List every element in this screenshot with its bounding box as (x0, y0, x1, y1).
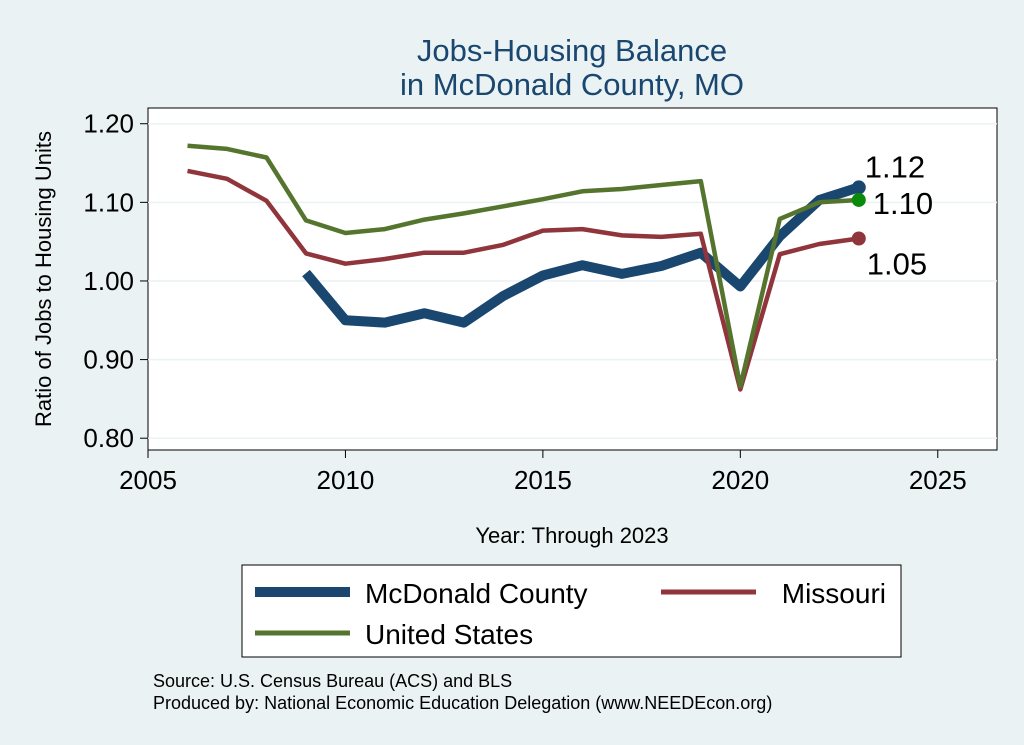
legend-box (241, 564, 902, 658)
plot-area (147, 107, 998, 451)
series-line-united-states (187, 143, 859, 389)
series-lines (187, 143, 861, 392)
produced-by-note: Produced by: National Economic Education… (153, 693, 772, 713)
end-marker-mcdonald-county (851, 180, 866, 195)
end-label-united-states: 1.10 (873, 186, 933, 221)
y-tick-label: 0.80 (83, 423, 134, 453)
x-tick-label: 2025 (909, 465, 967, 495)
legend-label-mcdonald-county: McDonald County (365, 578, 588, 609)
source-note: Source: U.S. Census Bureau (ACS) and BLS (153, 671, 512, 691)
chart-subtitle: in McDonald County, MO (400, 67, 744, 102)
end-marker-missouri (851, 231, 866, 246)
legend-label-missouri: Missouri (782, 578, 886, 609)
x-axis-title: Year: Through 2023 (475, 523, 668, 548)
x-tick-label: 2020 (711, 465, 769, 495)
x-tick-label: 2010 (317, 465, 375, 495)
x-tick-label: 2015 (514, 465, 572, 495)
end-label-missouri: 1.05 (867, 247, 927, 282)
y-tick-label: 0.90 (83, 345, 134, 375)
y-tick-label: 1.20 (83, 109, 134, 139)
y-tick-label: 1.10 (83, 187, 134, 217)
legend: McDonald County Missouri United States (241, 564, 902, 658)
y-axis-title: Ratio of Jobs to Housing Units (31, 131, 56, 427)
axes: 0.80 0.90 1.00 1.10 1.20 2005 2010 2015 2020 2025 (83, 109, 966, 495)
end-markers: 1.12 1.05 1.10 (851, 149, 933, 282)
gridlines (148, 122, 997, 439)
end-label-mcdonald-county: 1.12 (865, 149, 925, 184)
legend-label-united-states: United States (365, 619, 533, 650)
chart-title: Jobs-Housing Balance (417, 33, 727, 68)
x-tick-label: 2005 (119, 465, 177, 495)
y-tick-label: 1.00 (83, 266, 134, 296)
end-marker-united-states (851, 192, 866, 207)
series-line-mcdonald-county (302, 182, 861, 328)
